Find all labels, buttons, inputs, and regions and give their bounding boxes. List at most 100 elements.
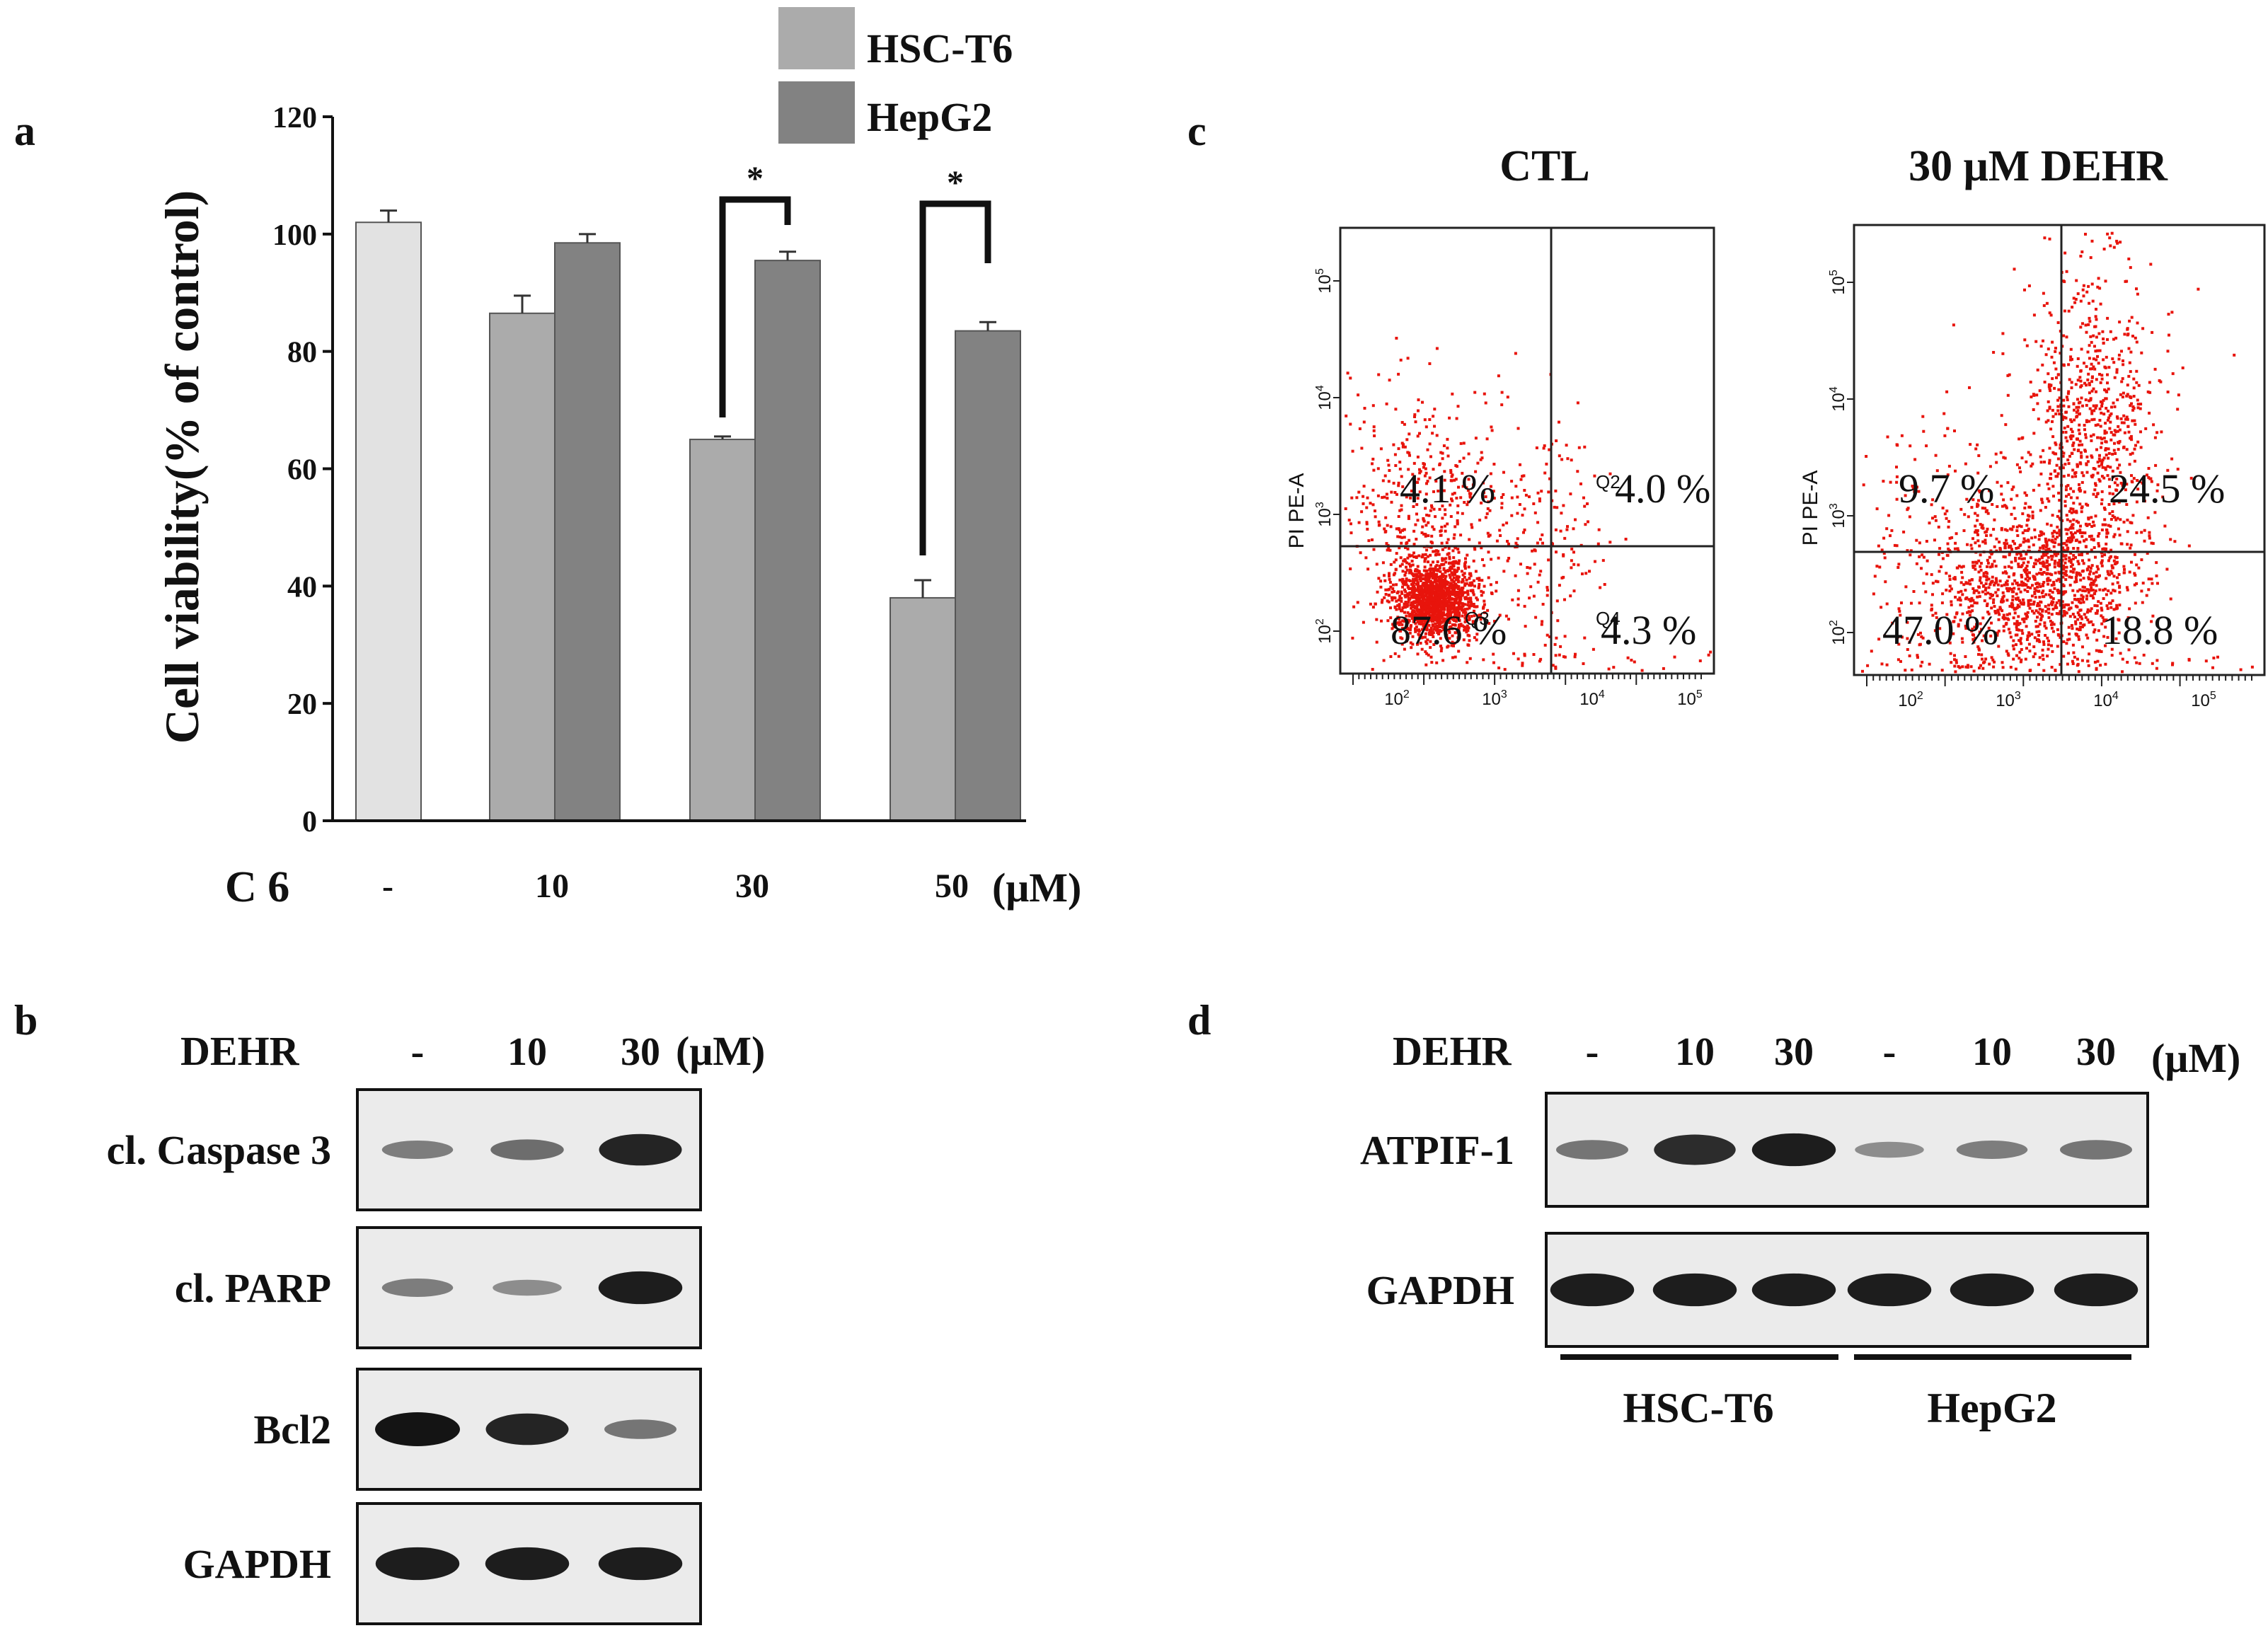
flow-dot [2095,358,2098,362]
flow-dot [1947,519,1951,523]
flow-dot [2115,478,2119,480]
flow-dot [2042,544,2046,548]
flow-dot [2126,425,2130,428]
flow-dot [2109,555,2112,558]
flow-dot [2071,434,2075,438]
flow-dot [2118,584,2122,588]
flow-dot [2134,553,2136,556]
flow-dot [1988,582,1992,586]
flow-dot [1996,594,1999,598]
flow-dot [2189,476,2193,480]
flow-dot [2026,611,2030,614]
flow-dot [2094,424,2097,427]
flow-dot [2098,459,2102,463]
flow-dot [1400,504,1403,507]
flow-dot [1416,652,1420,656]
flow-dot [2012,616,2015,620]
blot-band [485,1547,570,1581]
flow-dot [1416,565,1420,568]
flow-dot [1489,583,1492,587]
flow-dot [1444,591,1448,594]
flow-dot [2035,572,2039,576]
flow-dot [1444,629,1446,633]
flow-dot [2044,610,2048,613]
flow-dot [1344,507,1347,510]
flow-dot [2082,294,2085,298]
flow-dot [1897,562,1901,566]
flow-dot [2095,448,2098,451]
flow-dot [2125,483,2129,486]
flow-dot [2022,601,2025,605]
flow-dot [2068,633,2071,636]
flow-dot [2049,389,2052,393]
flow-dot [2078,423,2081,427]
flow-dot [2135,531,2139,534]
flow-dot [2087,664,2090,667]
flow-dot [1392,481,1395,485]
flow-dot [1371,606,1375,609]
flow-dot [2098,419,2102,422]
flow-dot [1511,598,1514,601]
flow-dot [1412,505,1415,508]
flow-dot [1403,528,1406,531]
flow-dot [1474,437,1478,440]
flow-dot [2090,456,2094,459]
flow-dot [1459,442,1463,445]
flow-dot [2057,491,2061,495]
flow-dot [1974,529,1978,532]
flow-dot [2020,648,2023,651]
flow-dot [2099,601,2102,605]
flow-dot [1403,602,1406,606]
flow-dot [1574,518,1577,521]
flow-dot [1583,636,1587,640]
flow-dot [1986,602,1989,606]
flow-dot [1454,610,1458,613]
flow-dot [1889,480,1892,484]
flow-dot [2113,516,2116,519]
flow-dot [2129,453,2132,456]
blot-lane-label: - [411,1030,425,1074]
flow-dot [1475,633,1479,636]
flow-dot [2071,475,2074,478]
flow-dot [2113,429,2117,432]
flow-dot [1977,647,1981,650]
flow-dot [1572,527,1575,531]
flow-dot [2103,388,2107,391]
flow-dot [1457,485,1460,489]
flow-dot [1572,562,1576,566]
flow-dot [1970,596,1974,600]
flow-dot [2037,538,2041,541]
flow-dot [1443,470,1446,473]
flow-dot [1895,475,1899,478]
flow-dot [1470,523,1473,526]
flow-dot [1523,604,1526,608]
flow-dot [1998,579,2002,583]
flow-dot [1448,625,1451,629]
flow-dot [2081,585,2085,589]
flow-dot [1437,616,1441,620]
flow-dot [1377,577,1381,580]
flow-dot [1424,594,1428,598]
flow-dot [1424,616,1428,619]
flow-dot [2146,390,2150,393]
flow-y-tick-label: 104 [1314,385,1335,410]
flow-dot [2090,525,2094,528]
flow-dot [2078,439,2082,443]
flow-dot [1563,536,1567,540]
flow-dot [2038,607,2042,611]
flow-dot [1429,596,1433,600]
flow-dot [2038,389,2042,393]
flow-dot [2046,579,2049,582]
flow-dot [1975,531,1979,534]
flow-dot [2033,652,2037,656]
flow-dot [2072,547,2076,550]
blot-lane-label: 30 [2076,1030,2116,1074]
flow-dot [2080,396,2083,400]
flow-dot [2037,582,2041,586]
flow-x-tick-label: 104 [2093,690,2119,710]
flow-dot [2068,556,2071,560]
flow-dot [1500,502,1504,505]
flow-dot [2093,409,2096,412]
flow-dot [2106,232,2109,236]
flow-dot [1445,541,1449,545]
